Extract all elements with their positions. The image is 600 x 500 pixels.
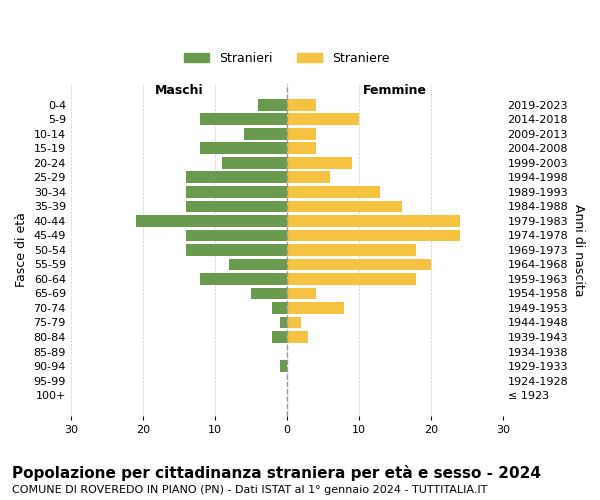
- Bar: [258, 99, 287, 110]
- Bar: [287, 331, 308, 343]
- Bar: [272, 331, 287, 343]
- Bar: [200, 114, 287, 125]
- Bar: [280, 316, 287, 328]
- Bar: [229, 258, 287, 270]
- Bar: [287, 288, 316, 299]
- Bar: [287, 215, 460, 226]
- Text: COMUNE DI ROVEREDO IN PIANO (PN) - Dati ISTAT al 1° gennaio 2024 - TUTTITALIA.IT: COMUNE DI ROVEREDO IN PIANO (PN) - Dati …: [12, 485, 487, 495]
- Bar: [287, 114, 359, 125]
- Bar: [186, 186, 287, 198]
- Bar: [287, 172, 330, 183]
- Bar: [287, 186, 380, 198]
- Y-axis label: Fasce di età: Fasce di età: [15, 212, 28, 288]
- Bar: [287, 258, 431, 270]
- Bar: [287, 200, 402, 212]
- Text: Popolazione per cittadinanza straniera per età e sesso - 2024: Popolazione per cittadinanza straniera p…: [12, 465, 541, 481]
- Y-axis label: Anni di nascita: Anni di nascita: [572, 204, 585, 296]
- Bar: [287, 302, 344, 314]
- Bar: [287, 157, 352, 168]
- Bar: [222, 157, 287, 168]
- Bar: [280, 360, 287, 372]
- Bar: [287, 244, 416, 256]
- Text: Femmine: Femmine: [363, 84, 427, 98]
- Bar: [287, 99, 316, 110]
- Bar: [287, 128, 316, 140]
- Bar: [186, 230, 287, 241]
- Bar: [186, 172, 287, 183]
- Bar: [287, 316, 301, 328]
- Bar: [287, 142, 316, 154]
- Legend: Stranieri, Straniere: Stranieri, Straniere: [179, 47, 395, 70]
- Bar: [287, 230, 460, 241]
- Bar: [200, 142, 287, 154]
- Bar: [186, 200, 287, 212]
- Bar: [251, 288, 287, 299]
- Bar: [287, 273, 416, 284]
- Bar: [136, 215, 287, 226]
- Bar: [200, 273, 287, 284]
- Text: Maschi: Maschi: [154, 84, 203, 98]
- Bar: [186, 244, 287, 256]
- Bar: [244, 128, 287, 140]
- Bar: [272, 302, 287, 314]
